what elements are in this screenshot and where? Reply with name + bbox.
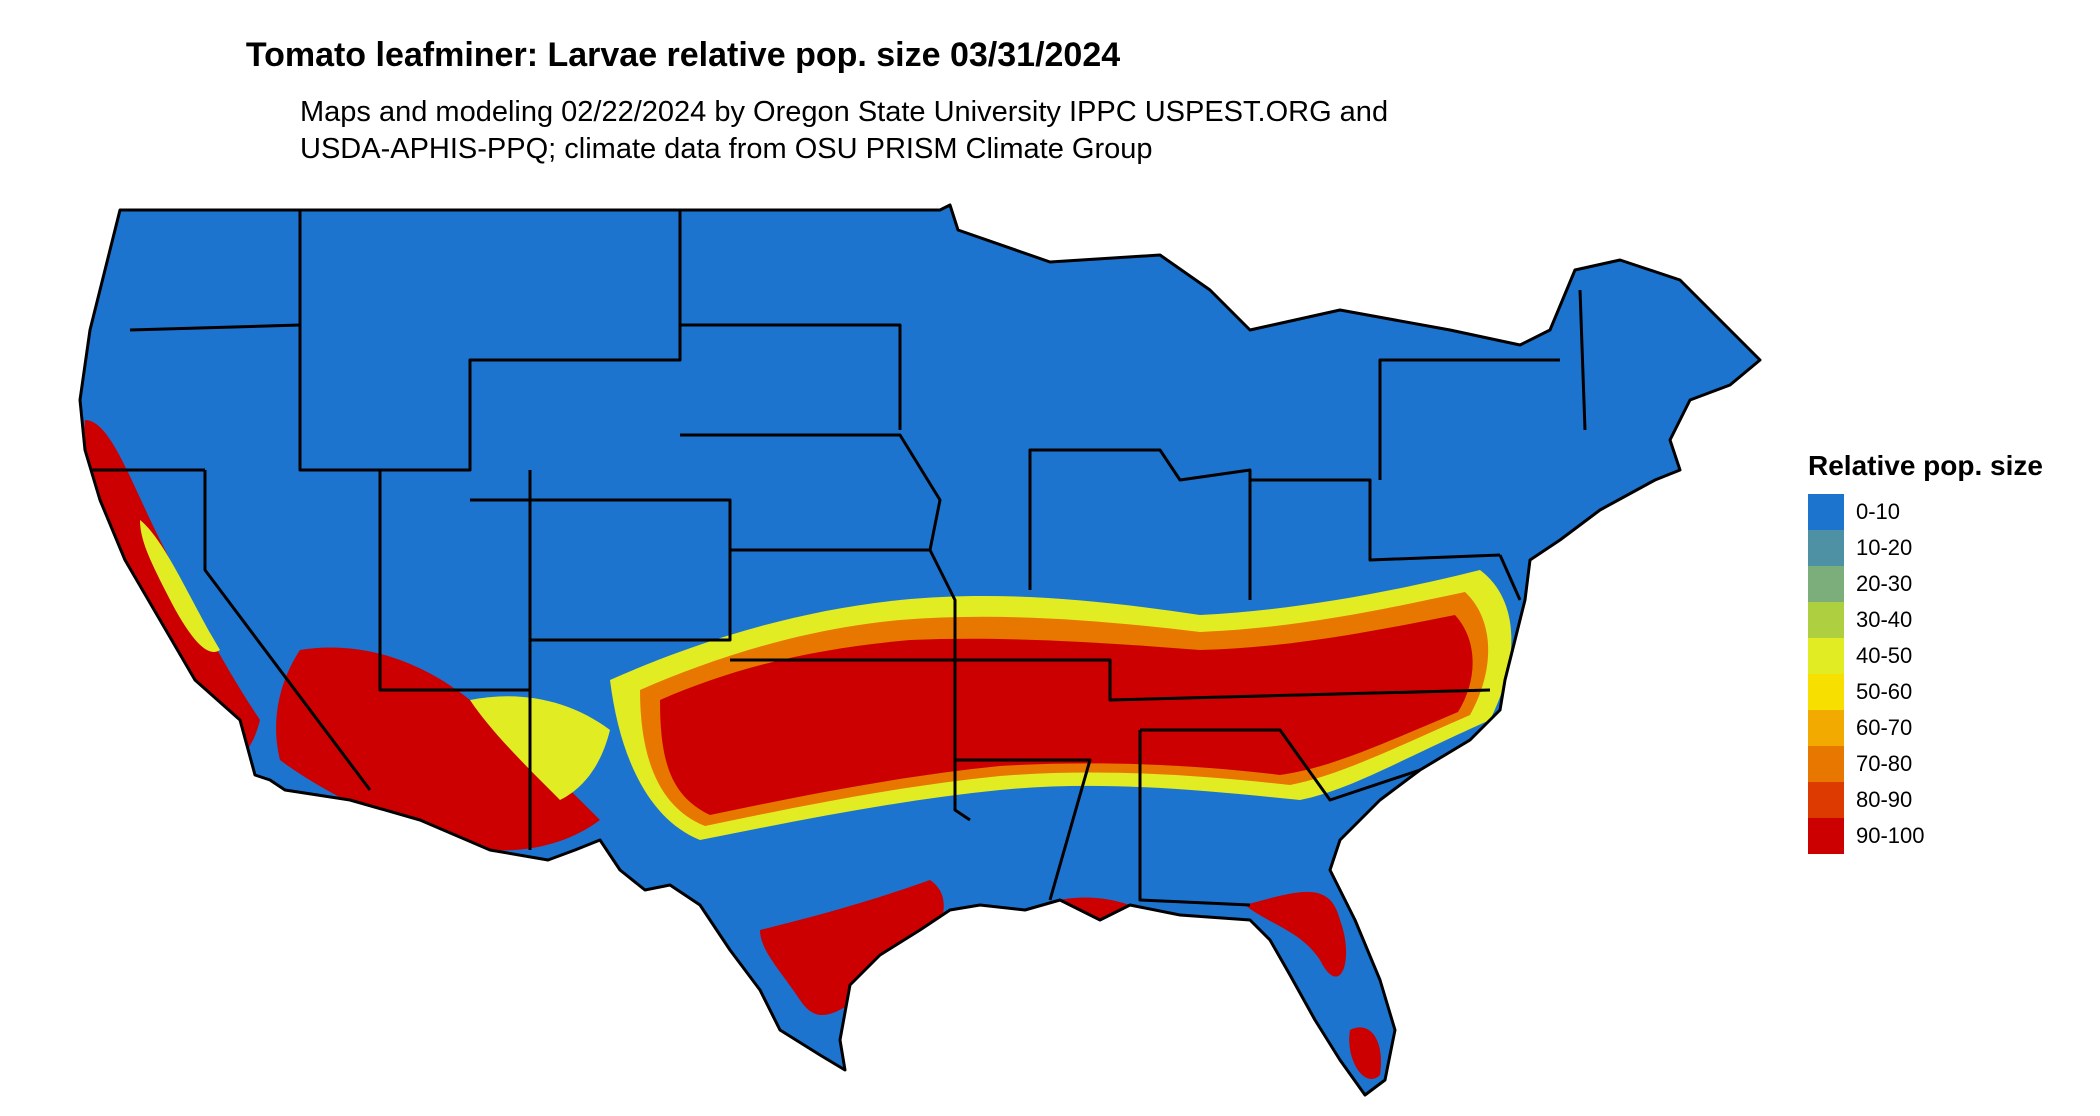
legend-label: 20-30 — [1856, 571, 1913, 596]
legend-swatch — [1808, 602, 1844, 638]
legend-item: 70-80 — [1808, 746, 2043, 782]
band-red — [660, 615, 1473, 815]
legend-label: 0-10 — [1856, 499, 1901, 524]
band-ca-valley — [140, 520, 220, 652]
legend-label: 80-90 — [1856, 787, 1913, 812]
legend-item: 20-30 — [1808, 566, 2043, 602]
band-sw-yellow — [470, 696, 610, 800]
legend-swatch — [1808, 638, 1844, 674]
subtitle-line-1: Maps and modeling 02/22/2024 by Oregon S… — [300, 96, 1389, 128]
legend-label: 40-50 — [1856, 643, 1913, 668]
legend-title: Relative pop. size — [1808, 450, 2043, 481]
band-gulf-tx — [760, 880, 944, 1016]
legend-swatch — [1808, 818, 1844, 854]
legend-swatch — [1808, 566, 1844, 602]
legend-item: 90-100 — [1808, 818, 2043, 854]
state-borders — [78, 203, 1762, 1097]
legend-swatch — [1808, 494, 1844, 530]
band-florida — [1245, 891, 1347, 977]
legend-label: 60-70 — [1856, 715, 1913, 740]
legend-items: 0-10 10-20 20-30 30-40 40-50 50-60 60-70 70-80 8… — [1808, 494, 2043, 854]
legend: Relative pop. size 0-10 10-20 20-30 30-40 40… — [1808, 450, 2043, 854]
legend-item: 40-50 — [1808, 638, 2043, 674]
legend-label: 50-60 — [1856, 679, 1913, 704]
subtitle-line-2: USDA-APHIS-PPQ; climate data from OSU PR… — [300, 133, 1153, 165]
map-title: Tomato leafminer: Larvae relative pop. s… — [245, 36, 1121, 74]
legend-label: 90-100 — [1856, 823, 1925, 848]
legend-swatch — [1808, 782, 1844, 818]
legend-swatch — [1808, 746, 1844, 782]
legend-item: 30-40 — [1808, 602, 2043, 638]
legend-item: 10-20 — [1808, 530, 2043, 566]
band-southwest — [276, 647, 600, 851]
map-subtitle: Maps and modeling 02/22/2024 by Oregon S… — [300, 94, 1389, 168]
heat-layer — [80, 205, 1760, 1095]
us-outline — [78, 203, 1762, 1097]
legend-swatch — [1808, 710, 1844, 746]
legend-item: 80-90 — [1808, 782, 2043, 818]
legend-label: 10-20 — [1856, 535, 1913, 560]
legend-label: 30-40 — [1856, 607, 1913, 632]
legend-item: 50-60 — [1808, 674, 2043, 710]
band-florida-tip — [1349, 1027, 1381, 1079]
legend-label: 70-80 — [1856, 751, 1913, 776]
legend-item: 60-70 — [1808, 710, 2043, 746]
legend-swatch — [1808, 530, 1844, 566]
band-gulf-la — [1040, 897, 1130, 939]
legend-swatch — [1808, 674, 1844, 710]
us-map — [78, 203, 1762, 1097]
legend-item: 0-10 — [1808, 494, 2043, 530]
